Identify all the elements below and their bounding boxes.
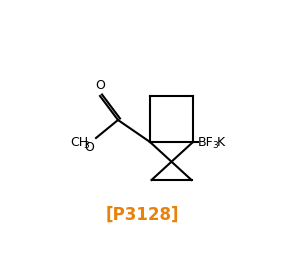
Text: CH: CH — [70, 136, 88, 149]
Text: O: O — [84, 140, 94, 153]
Text: K: K — [217, 136, 225, 149]
Text: O: O — [95, 79, 105, 92]
Text: [P3128]: [P3128] — [105, 205, 179, 223]
Text: 3: 3 — [83, 141, 89, 150]
Text: 3: 3 — [212, 141, 218, 150]
Text: BF: BF — [198, 136, 214, 149]
